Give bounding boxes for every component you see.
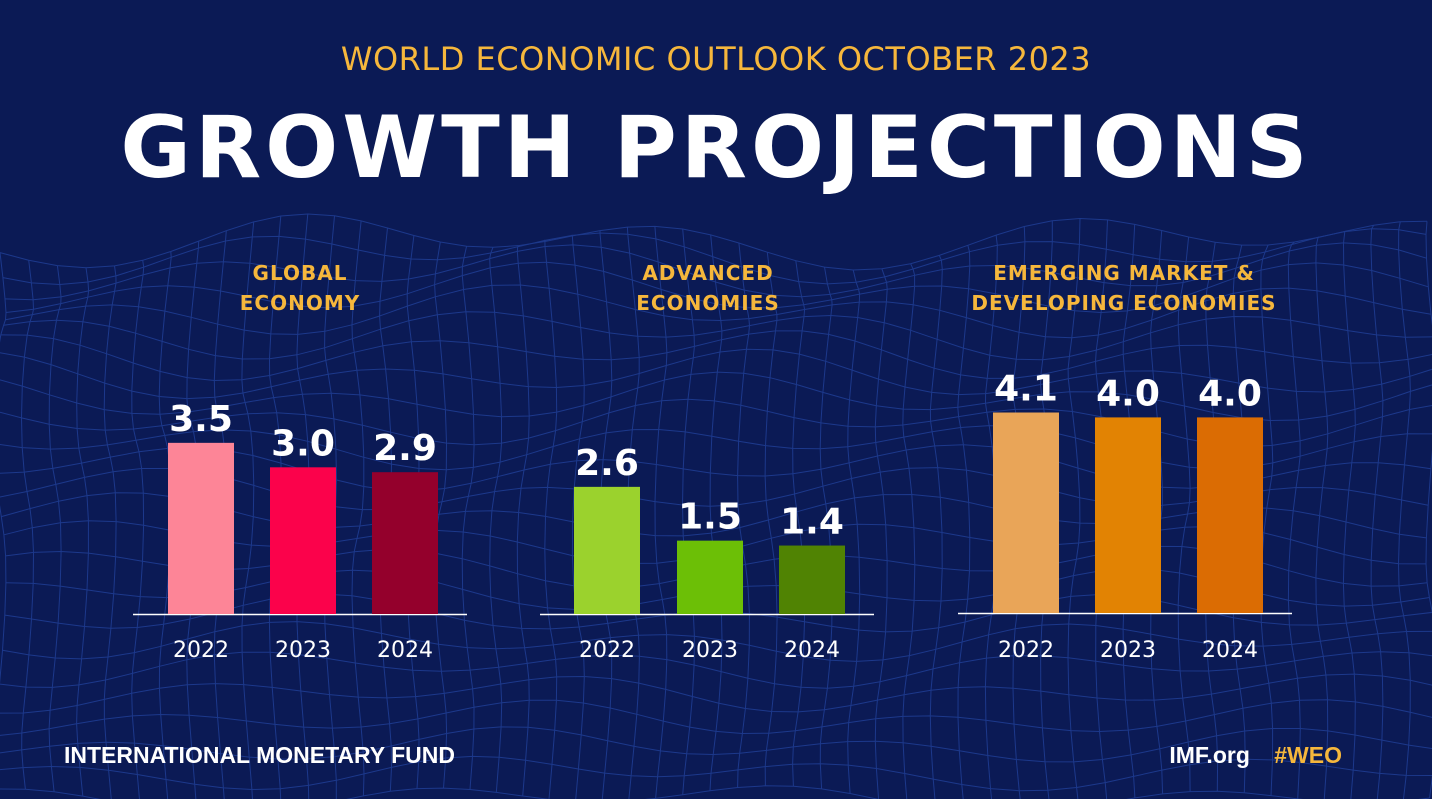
- bar: [168, 442, 234, 614]
- x-tick-label: 2024: [784, 638, 840, 663]
- x-tick-label: 2022: [579, 638, 635, 663]
- x-tick-label: 2023: [682, 638, 738, 663]
- footer-links: IMF.org #WEO: [1169, 742, 1342, 769]
- bar: [677, 540, 743, 614]
- bar: [1095, 417, 1161, 613]
- chart-title: ECONOMIES: [636, 291, 780, 315]
- data-label: 4.0: [1096, 373, 1160, 414]
- data-label: 1.5: [678, 497, 742, 538]
- bar: [1197, 417, 1263, 613]
- x-tick-label: 2024: [1202, 638, 1258, 663]
- data-label: 3.5: [169, 399, 233, 440]
- x-tick-label: 2024: [377, 638, 433, 663]
- x-tick-label: 2023: [1100, 638, 1156, 663]
- bar: [270, 467, 336, 614]
- bar: [574, 486, 640, 614]
- x-tick-label: 2022: [173, 638, 229, 663]
- bar: [993, 412, 1059, 613]
- chart-title: DEVELOPING ECONOMIES: [971, 291, 1276, 315]
- chart-panel: EMERGING MARKET & DEVELOPING ECONOMIES 4.1…: [958, 261, 1292, 663]
- data-label: 2.6: [575, 443, 639, 484]
- chart-title: ADVANCED: [642, 261, 773, 285]
- x-tick-label: 2022: [998, 638, 1054, 663]
- org-name: INTERNATIONAL MONETARY FUND: [64, 742, 455, 768]
- data-label: 2.9: [373, 428, 437, 469]
- site-link[interactable]: IMF.org: [1169, 742, 1250, 768]
- chart-panel: GLOBAL ECONOMY 3.5 2022 3.0 2023 2.9 2024: [133, 261, 467, 663]
- chart-title: GLOBAL: [253, 261, 348, 285]
- chart-title: ECONOMY: [240, 291, 360, 315]
- report-subtitle: WORLD ECONOMIC OUTLOOK OCTOBER 2023: [340, 40, 1092, 78]
- data-label: 4.0: [1198, 373, 1262, 414]
- x-tick-label: 2023: [275, 638, 331, 663]
- bar: [372, 472, 438, 614]
- data-label: 3.0: [271, 423, 335, 464]
- data-label: 1.4: [780, 502, 844, 543]
- chart-panel: ADVANCED ECONOMIES 2.6 2022 1.5 2023 1.4 2024: [540, 261, 874, 663]
- chart-title: EMERGING MARKET &: [993, 261, 1255, 285]
- data-label: 4.1: [994, 369, 1058, 410]
- hashtag: #WEO: [1274, 742, 1342, 768]
- page-title: GROWTH PROJECTIONS: [120, 98, 1312, 198]
- wireframe-grid: [0, 213, 1432, 799]
- bar: [779, 545, 845, 614]
